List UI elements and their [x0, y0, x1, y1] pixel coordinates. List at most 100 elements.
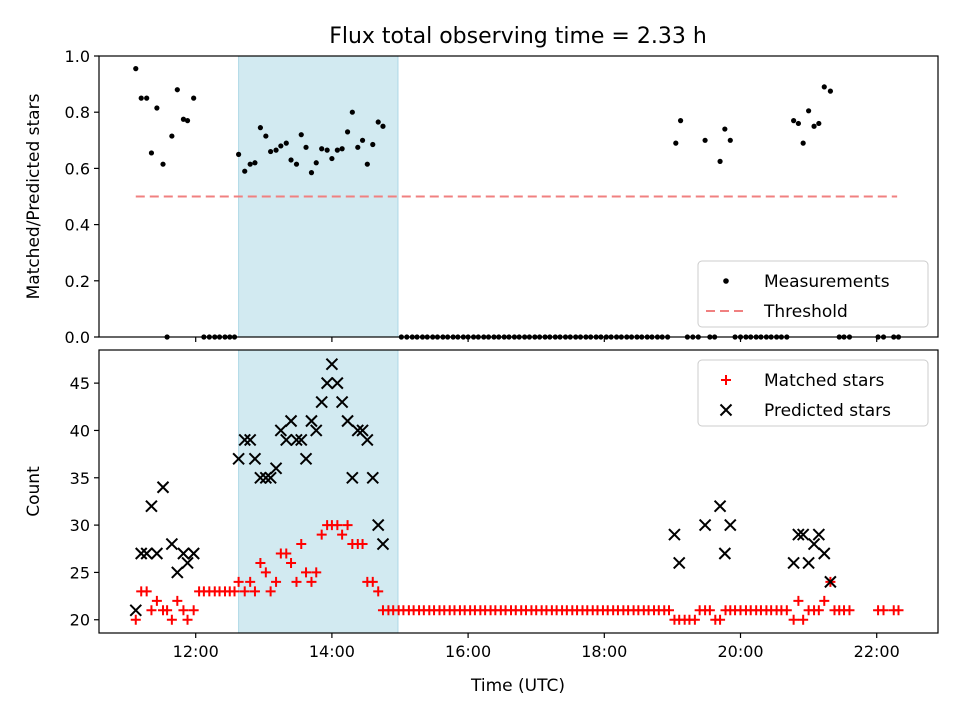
matched-stars-point: [704, 605, 715, 616]
matched-stars-point: [130, 614, 141, 625]
predicted-stars-point: [818, 547, 831, 560]
matched-stars-point: [798, 614, 809, 625]
legend: Matched stars Predicted stars: [697, 359, 929, 427]
predicted-stars-point: [305, 414, 318, 428]
x-tick-label: 22:00: [854, 642, 900, 661]
matched-stars-point: [255, 557, 266, 568]
matched-stars-point: [689, 614, 700, 625]
legend-marker-predicted: [719, 403, 733, 417]
predicted-stars-point: [361, 433, 374, 447]
measurement-point: [795, 120, 801, 127]
y-tick-label: 40: [70, 421, 90, 440]
matched-stars-point: [373, 586, 384, 597]
matched-stars-point: [844, 605, 855, 616]
matched-stars-point: [286, 557, 297, 568]
x-tick-label: 20:00: [717, 642, 763, 661]
predicted-stars-point: [274, 424, 288, 437]
y-tick-label: 0.0: [65, 328, 90, 347]
matched-stars-point: [893, 605, 904, 616]
y-axis-label: Matched/Predicted stars: [24, 93, 44, 299]
y-tick-label: 0.6: [65, 159, 90, 178]
matched-stars-point: [311, 567, 322, 578]
matched-stars-point: [239, 586, 250, 597]
predicted-stars-point: [135, 547, 148, 560]
predicted-stars-point: [264, 471, 277, 484]
measurement-point: [144, 95, 150, 101]
predicted-stars-point: [140, 547, 153, 560]
measurement-point: [174, 87, 180, 93]
measurement-point: [364, 161, 370, 167]
y-tick-label: 1.0: [65, 47, 90, 66]
observing-window-band: [238, 349, 399, 634]
matched-stars-point: [342, 520, 353, 531]
legend-label: Matched stars: [764, 371, 884, 391]
measurement-point: [236, 151, 242, 157]
matched-stars-point: [715, 614, 726, 625]
measurement-point: [717, 158, 723, 164]
measurement-point: [827, 88, 834, 94]
measurement-point: [268, 148, 274, 155]
predicted-stars-point: [238, 433, 251, 447]
predicted-stars-point: [796, 528, 810, 541]
measurement-point: [816, 120, 822, 127]
predicted-stars-point: [668, 528, 681, 541]
matched-stars-point: [296, 539, 307, 550]
matched-stars-point: [291, 576, 302, 587]
matched-stars-point: [178, 605, 189, 616]
predicted-stars-point: [187, 547, 200, 560]
legend: Measurements Threshold: [697, 260, 929, 328]
matched-stars-point: [229, 586, 240, 597]
measurement-point: [370, 141, 376, 148]
measurement-point: [791, 118, 797, 124]
predicted-stars-point: [372, 518, 385, 532]
y-axis-label: Count: [24, 466, 44, 517]
measurement-point: [180, 116, 187, 122]
measurement-point: [263, 133, 269, 139]
matched-stars-point: [172, 595, 183, 606]
measurement-point: [359, 137, 366, 143]
x-tick-label: 14:00: [309, 642, 355, 661]
axes-frame: [98, 349, 939, 634]
measurement-point: [242, 168, 248, 174]
matched-stars-point: [337, 529, 348, 540]
measurement-point: [169, 133, 175, 139]
predicted-stars-point: [145, 499, 158, 513]
predicted-stars-point: [248, 452, 262, 466]
measurement-point: [380, 123, 386, 129]
y-tick-label: 0.8: [65, 103, 90, 122]
predicted-stars-point: [280, 433, 293, 447]
predicted-stars-point: [232, 452, 245, 466]
predicted-stars-point: [290, 433, 303, 447]
predicted-stars-point: [824, 575, 837, 589]
axes-frame: [98, 55, 939, 338]
matched-stars-point: [788, 614, 799, 625]
matched-stars-point: [166, 614, 177, 625]
matched-stars-point: [316, 529, 327, 540]
matched-stars-point: [301, 567, 312, 578]
measurement-point: [298, 132, 304, 138]
measurement-point: [273, 147, 279, 153]
measurement-point: [806, 108, 812, 114]
measurement-point: [800, 140, 806, 146]
x-axis-label: Time (UTC): [470, 676, 565, 696]
matched-stars-point: [233, 576, 244, 587]
predicted-stars-point: [315, 395, 328, 409]
predicted-stars-point: [269, 462, 283, 475]
predicted-stars-point: [310, 424, 323, 437]
y-tick-label: 30: [70, 516, 90, 535]
y-tick-label: 0.2: [65, 272, 90, 291]
measurement-point: [319, 146, 325, 152]
predicted-stars-point: [129, 604, 142, 617]
predicted-stars-point: [171, 566, 184, 579]
predicted-stars-point: [698, 518, 712, 532]
matched-stars-point: [878, 605, 889, 616]
predicted-stars-point: [356, 424, 369, 437]
matched-stars-point: [162, 605, 173, 616]
predicted-stars-point: [673, 556, 686, 570]
measurement-point: [344, 129, 351, 135]
matched-stars-point: [188, 605, 199, 616]
matched-stars-point: [781, 605, 792, 616]
matched-stars-point: [260, 567, 271, 578]
y-tick-label: 0.4: [65, 216, 90, 235]
predicted-stars-point: [718, 547, 732, 560]
